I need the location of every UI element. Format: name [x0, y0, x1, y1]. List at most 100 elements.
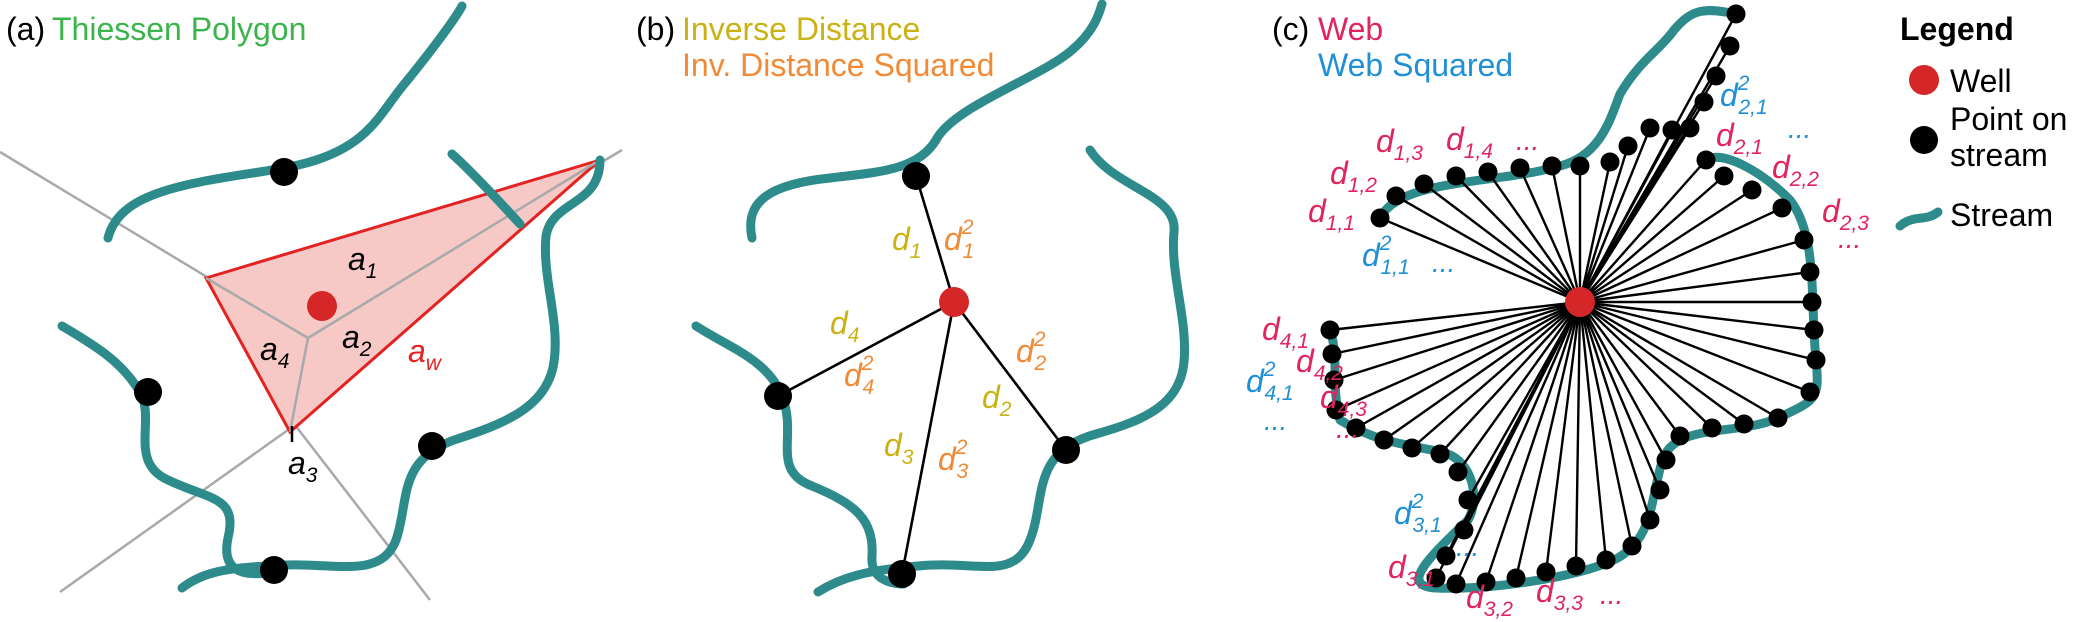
stream-point: [1374, 430, 1394, 450]
web-line: [1455, 175, 1581, 303]
web-line: [1579, 270, 1811, 304]
label-d23: d2,3: [1822, 193, 1869, 235]
well-marker: [1565, 287, 1595, 317]
label-d2-squared: d2 2: [1016, 328, 1046, 375]
stream-point: [1542, 156, 1562, 176]
label-d13: d1,3: [1376, 123, 1423, 165]
stream-point: [1426, 568, 1446, 588]
distance-line-3: [900, 301, 956, 575]
web-line: [1379, 216, 1581, 304]
web-line: [1579, 301, 1681, 437]
web-line: [1578, 301, 1608, 561]
panel-c-title-web: Web: [1318, 11, 1383, 47]
stream-point: [1596, 550, 1616, 570]
legend-point-label-2: stream: [1950, 137, 2048, 173]
legend-point-marker: [1910, 126, 1938, 154]
panel-a: (a) Thiessen Polygon a1 a2 a3: [0, 1, 623, 601]
web-line: [1579, 301, 1745, 425]
web-line: [1550, 165, 1582, 303]
stream-point: [888, 560, 916, 588]
label-d4: d4: [830, 305, 859, 347]
web-line: [1333, 300, 1581, 382]
web-line: [1383, 301, 1581, 441]
label-d11-squared: d2 1,1: [1362, 232, 1410, 279]
web-line: [1579, 206, 1783, 304]
stream-point: [1696, 150, 1716, 170]
ellipsis-d4: ...: [1336, 413, 1359, 444]
web-line: [1574, 301, 1582, 567]
label-d42: d4,2: [1296, 343, 1343, 385]
stream-b-top: [746, 0, 1107, 243]
stream-point: [1446, 166, 1466, 186]
ellipsis-d3-squared: ...: [1456, 531, 1479, 562]
stream-point: [1656, 450, 1676, 470]
web-line: [1457, 301, 1581, 473]
stream-point: [1768, 408, 1788, 428]
panel-c: (c) Web Web Squared d1,1 d1,2 d1,3 d1,4 …: [1246, 4, 1869, 621]
well-marker: [307, 291, 337, 321]
web-line: [1395, 194, 1581, 304]
web-line: [1411, 301, 1581, 449]
web-line: [1579, 159, 1707, 303]
voronoi-edge-inner: [307, 158, 601, 340]
stream-point: [1714, 166, 1734, 186]
stream-point: [1726, 4, 1746, 24]
web-line: [1355, 300, 1581, 430]
ellipsis-d2-squared: ...: [1788, 113, 1811, 144]
web-line: [1578, 301, 1662, 491]
stream-point: [134, 378, 162, 406]
stream-point: [1476, 572, 1496, 592]
label-a3: a3: [288, 445, 318, 487]
label-d2: d2: [982, 379, 1012, 421]
label-d41-squared: d2 4,1: [1246, 358, 1294, 405]
ellipsis-d3: ...: [1600, 579, 1623, 610]
stream-point: [902, 162, 930, 190]
stream-point: [1402, 438, 1422, 458]
stream-point: [1436, 546, 1456, 566]
legend-stream-label: Stream: [1950, 197, 2053, 233]
web-line: [1579, 300, 1815, 332]
web-line: [1579, 238, 1805, 304]
stream-point: [1706, 66, 1726, 86]
web-line: [1518, 167, 1582, 303]
stream-point: [1800, 262, 1820, 282]
web-line: [1579, 175, 1725, 303]
stream-point: [1650, 480, 1670, 500]
web-line: [1579, 301, 1713, 429]
stream-a-top: [103, 1, 467, 243]
stream-point: [1720, 36, 1740, 56]
web-line: [1462, 301, 1582, 531]
stream-point: [1346, 418, 1366, 438]
stream-b-right: [813, 145, 1190, 597]
stream-point: [260, 556, 288, 584]
label-a2: a2: [342, 319, 372, 361]
stream-point: [1670, 426, 1690, 446]
distance-line-1: [914, 175, 956, 303]
stream-point: [1640, 510, 1660, 530]
panel-b-title-inverse-sq: Inv. Distance Squared: [682, 47, 994, 83]
label-d12: d1,2: [1330, 155, 1377, 197]
stream-point: [1324, 370, 1344, 390]
stream-point: [1806, 350, 1826, 370]
label-d43: d4,3: [1320, 379, 1367, 421]
stream-point: [1802, 292, 1822, 312]
stream-point: [1570, 156, 1590, 176]
stream-point: [1506, 568, 1526, 588]
label-d31-squared: d2 3,1: [1394, 490, 1442, 537]
web-line: [1578, 145, 1630, 303]
label-aw: aw: [408, 333, 443, 375]
label-d11: d1,1: [1308, 193, 1355, 235]
stream-point: [1800, 382, 1820, 402]
panel-c-title-web-sq: Web Squared: [1318, 47, 1513, 83]
stream-point: [1370, 208, 1390, 228]
voronoi-edge-inner: [205, 276, 309, 340]
distance-line-2: [952, 301, 1068, 451]
panel-b-title-inverse: Inverse Distance: [682, 11, 920, 47]
stream-point: [1414, 174, 1434, 194]
stream-point: [1458, 490, 1478, 510]
legend-point-label-1: Point on: [1950, 101, 2067, 137]
label-d41: d4,1: [1262, 311, 1309, 353]
web-line: [1578, 301, 1634, 547]
stream-point: [1446, 574, 1466, 594]
web-points: [1320, 4, 1826, 594]
